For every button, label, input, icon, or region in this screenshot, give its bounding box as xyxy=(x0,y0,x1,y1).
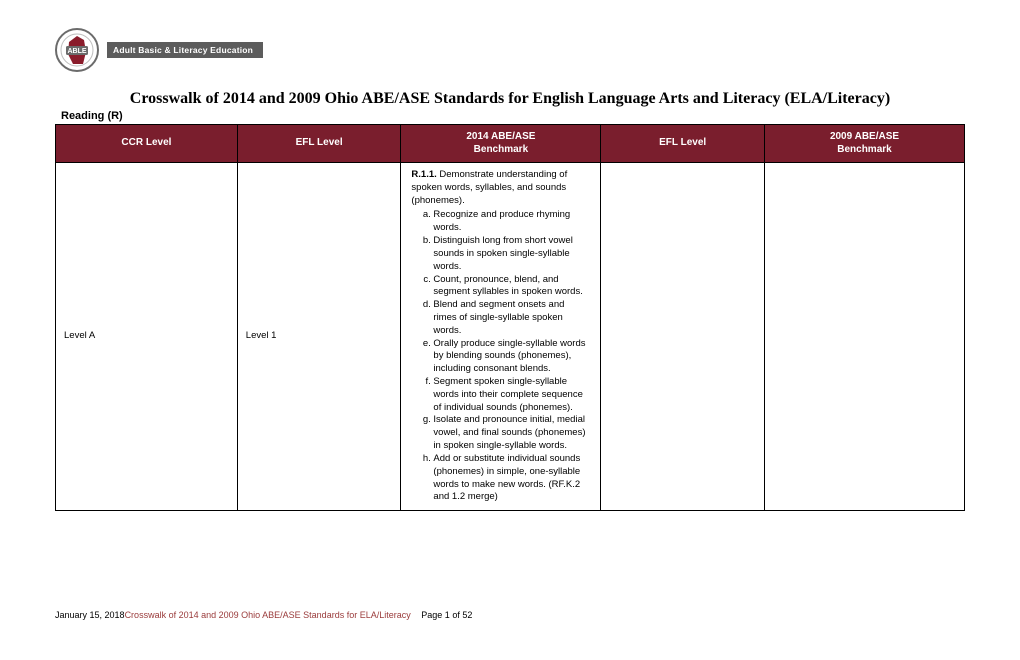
col-header-2009-line1: 2009 ABE/ASE xyxy=(830,131,899,142)
logo-strip: Adult Basic & Literacy Education xyxy=(107,42,263,58)
header-logo-row: ABLE Adult Basic & Literacy Education xyxy=(55,28,965,72)
col-header-2014-line2: Benchmark xyxy=(474,144,528,155)
col-header-2009-line2: Benchmark xyxy=(837,144,891,155)
page-title: Crosswalk of 2014 and 2009 Ohio ABE/ASE … xyxy=(55,90,965,108)
benchmark-item: Orally produce single-syllable words by … xyxy=(433,338,590,376)
cell-2009-benchmark xyxy=(764,163,964,511)
cell-ccr-level: Level A xyxy=(56,163,238,511)
col-header-efl2: EFL Level xyxy=(601,125,765,163)
footer-page-total: 52 xyxy=(462,610,472,620)
footer-page-current: 1 xyxy=(445,610,450,620)
benchmark-item: Segment spoken single-syllable words int… xyxy=(433,376,590,414)
col-header-ccr: CCR Level xyxy=(56,125,238,163)
benchmark-code: R.1.1. xyxy=(411,169,436,180)
benchmark-item: Add or substitute individual sounds (pho… xyxy=(433,453,590,504)
col-header-2014-line1: 2014 ABE/ASE xyxy=(466,131,535,142)
table-header-row: CCR Level EFL Level 2014 ABE/ASE Benchma… xyxy=(56,125,965,163)
benchmark-item: Blend and segment onsets and rimes of si… xyxy=(433,299,590,337)
footer-page-of: of xyxy=(452,610,460,620)
cell-efl-level-2009 xyxy=(601,163,765,511)
benchmark-item: Recognize and produce rhyming words. xyxy=(433,209,590,235)
crosswalk-table: CCR Level EFL Level 2014 ABE/ASE Benchma… xyxy=(55,124,965,511)
footer-title: Crosswalk of 2014 and 2009 Ohio ABE/ASE … xyxy=(125,610,411,620)
cell-2014-benchmark: R.1.1. Demonstrate understanding of spok… xyxy=(401,163,601,511)
footer-date: January 15, 2018 xyxy=(55,610,125,620)
footer-page-prefix: Page xyxy=(421,610,442,620)
col-header-efl1: EFL Level xyxy=(237,125,401,163)
benchmark-item: Distinguish long from short vowel sounds… xyxy=(433,235,590,273)
section-heading: Reading (R) xyxy=(55,110,965,122)
page-footer: January 15, 2018Crosswalk of 2014 and 20… xyxy=(55,610,472,620)
col-header-2014-benchmark: 2014 ABE/ASE Benchmark xyxy=(401,125,601,163)
table-row: Level A Level 1 R.1.1. Demonstrate under… xyxy=(56,163,965,511)
benchmark-lead: R.1.1. Demonstrate understanding of spok… xyxy=(411,169,590,207)
benchmark-item-list: Recognize and produce rhyming words. Dis… xyxy=(411,209,590,504)
footer-page: Page 1 of 52 xyxy=(421,610,472,620)
benchmark-item: Isolate and pronounce initial, medial vo… xyxy=(433,414,590,452)
col-header-2009-benchmark: 2009 ABE/ASE Benchmark xyxy=(764,125,964,163)
able-logo-icon: ABLE xyxy=(55,28,99,72)
benchmark-item: Count, pronounce, blend, and segment syl… xyxy=(433,274,590,300)
cell-efl-level-2014: Level 1 xyxy=(237,163,401,511)
logo-abbr-text: ABLE xyxy=(67,48,86,55)
